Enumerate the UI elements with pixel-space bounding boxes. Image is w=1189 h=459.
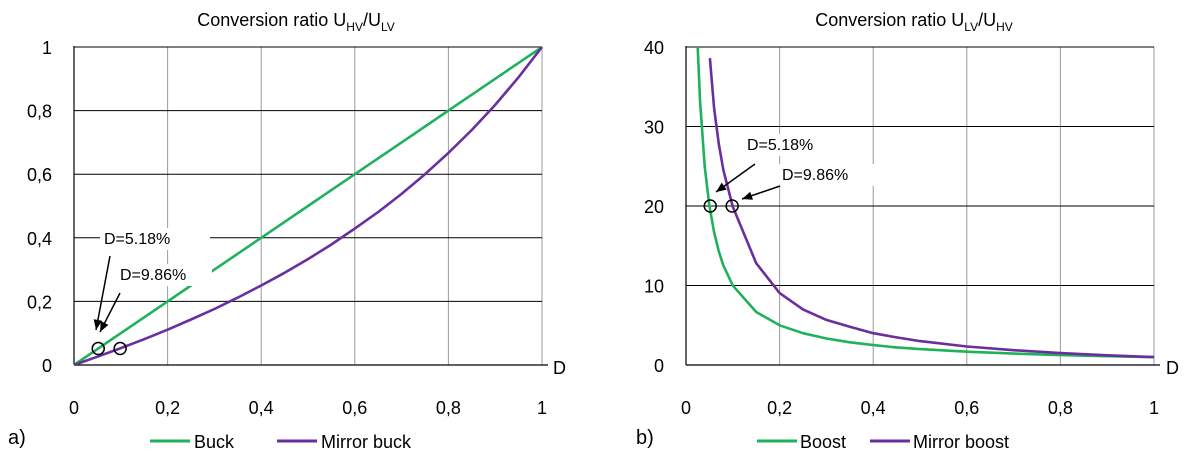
chart-a-ytick-label: 0,8 xyxy=(27,102,52,122)
operating-point-marker xyxy=(703,199,717,213)
chart-b-ytick-label: 10 xyxy=(644,277,664,297)
annotation-label: D=9.86% xyxy=(782,167,848,184)
series-line-mirror-buck xyxy=(73,47,544,365)
annotation-label: D=5.18% xyxy=(104,231,170,248)
annotation-label: D=9.86% xyxy=(120,267,186,284)
annotation-background xyxy=(743,134,839,156)
series-line-boost xyxy=(696,46,1155,359)
chart-b-xtick-label: 0,4 xyxy=(861,398,886,418)
chart-panel-a: Conversion ratio UHV/ULV 00,20,40,60,81 … xyxy=(8,10,566,452)
annotation-arrowhead xyxy=(742,191,753,200)
annotation-arrowhead xyxy=(100,321,109,332)
legend-label-buck: Buck xyxy=(194,432,235,452)
chart-b-xtick-label: 0 xyxy=(681,398,691,418)
chart-panel-b: Conversion ratio ULV/UHV 0 10 20 30 40 0 0,2 0… xyxy=(636,10,1179,452)
legend-label-boost: Boost xyxy=(800,432,846,452)
operating-point-marker xyxy=(91,341,105,356)
chart-a-ytick-label: 0,6 xyxy=(27,165,52,185)
annotation-label: D=5.18% xyxy=(747,137,813,154)
chart-a-xtick-label: 0,8 xyxy=(436,398,461,418)
operating-point-marker xyxy=(725,199,739,213)
legend-label-mirror-buck: Mirror buck xyxy=(321,432,412,452)
chart-a-xtick-label: 0 xyxy=(69,398,79,418)
chart-b-xtick-label: 1 xyxy=(1149,398,1159,418)
legend-label-mirror-boost: Mirror boost xyxy=(913,432,1009,452)
chart-a-xtick-label: 0,2 xyxy=(155,398,180,418)
annotation-background xyxy=(100,228,210,250)
chart-b-ytick-label: 0 xyxy=(654,356,664,376)
chart-a-xtick-label: 1 xyxy=(537,398,547,418)
chart-a-xtick-label: 0,4 xyxy=(249,398,274,418)
chart-a-xtick-label: 0,6 xyxy=(342,398,367,418)
chart-b-xtick-label: 0,6 xyxy=(954,398,979,418)
chart-a-ytick-label: 0,2 xyxy=(27,292,52,312)
chart-a-ytick-label: 1 xyxy=(42,38,52,58)
chart-a-legend: Buck Mirror buck xyxy=(150,432,412,452)
annotation-arrow xyxy=(95,255,111,331)
annotation-arrowhead xyxy=(716,182,727,192)
chart-a-xlabel: D xyxy=(553,358,566,378)
chart-b-ytick-label: 40 xyxy=(644,38,664,58)
annotation-background xyxy=(778,164,882,186)
chart-a-ytick-label: 0 xyxy=(42,356,52,376)
chart-b-title: Conversion ratio ULV/UHV xyxy=(815,10,1013,34)
operating-point-marker xyxy=(113,341,127,356)
chart-b-xtick-label: 0,2 xyxy=(767,398,792,418)
chart-a-title: Conversion ratio UHV/ULV xyxy=(197,10,395,34)
series-line-mirror-boost xyxy=(708,57,1155,359)
series-line-buck xyxy=(73,47,543,365)
chart-a-ytick-label: 0,4 xyxy=(27,229,52,249)
chart-b-ytick-label: 20 xyxy=(644,197,664,217)
chart-b-xtick-label: 0,8 xyxy=(1048,398,1073,418)
annotation-background xyxy=(116,264,212,286)
panel-label-b: b) xyxy=(636,427,654,449)
chart-b-legend: Boost Mirror boost xyxy=(757,432,1009,452)
annotation-arrowhead xyxy=(93,319,103,330)
panel-label-a: a) xyxy=(8,427,26,449)
chart-b-ytick-label: 30 xyxy=(644,118,664,138)
chart-b-xlabel: D xyxy=(1166,358,1179,378)
